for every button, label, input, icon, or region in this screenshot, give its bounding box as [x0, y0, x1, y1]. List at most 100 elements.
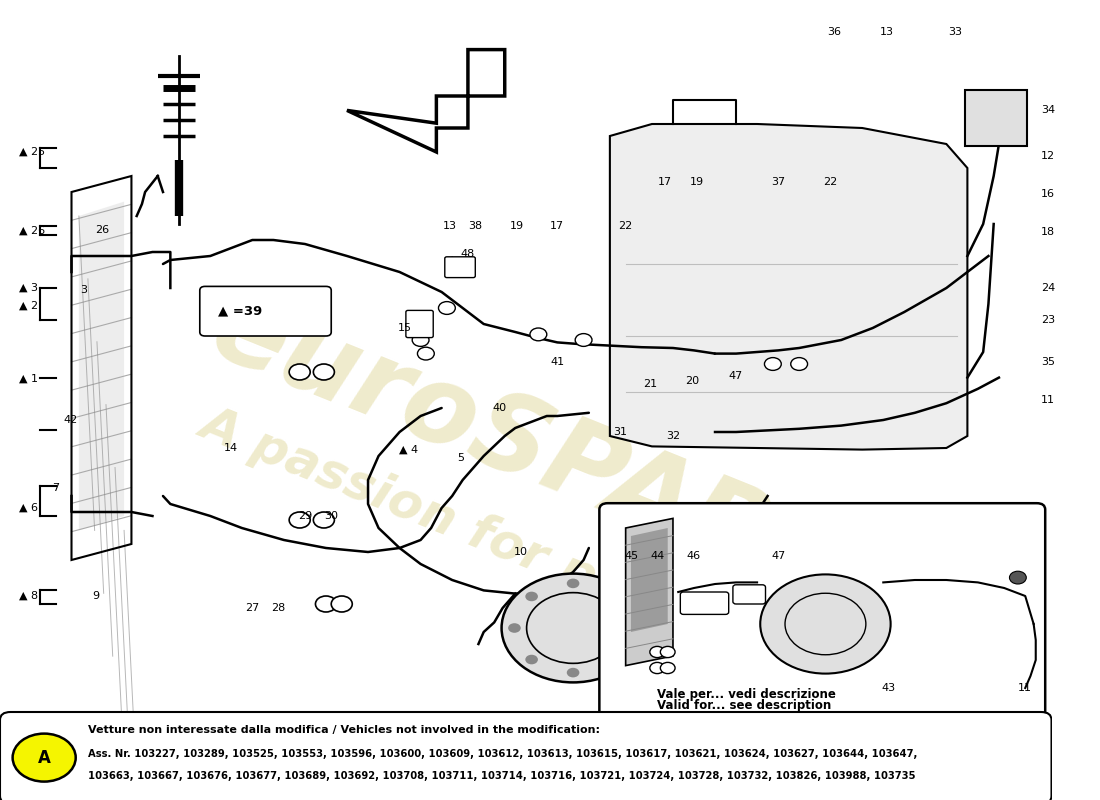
FancyBboxPatch shape	[444, 257, 475, 278]
Polygon shape	[609, 124, 967, 450]
Circle shape	[508, 623, 520, 633]
Circle shape	[439, 302, 455, 314]
FancyBboxPatch shape	[733, 585, 766, 604]
Text: Vetture non interessate dalla modifica / Vehicles not involved in the modificati: Vetture non interessate dalla modifica /…	[88, 726, 601, 735]
Text: 48: 48	[461, 250, 475, 259]
Text: ▲ =39: ▲ =39	[218, 305, 262, 318]
Text: Valid for... see description: Valid for... see description	[657, 699, 832, 712]
FancyBboxPatch shape	[680, 592, 728, 614]
Text: 35: 35	[1041, 357, 1055, 366]
Text: 9: 9	[92, 591, 100, 601]
Text: 42: 42	[63, 415, 77, 425]
Circle shape	[12, 734, 76, 782]
Text: 16: 16	[1041, 189, 1055, 198]
Text: 34: 34	[1041, 106, 1055, 115]
Polygon shape	[626, 518, 673, 666]
FancyBboxPatch shape	[200, 286, 331, 336]
Text: 43: 43	[881, 683, 895, 693]
Circle shape	[760, 574, 891, 674]
Text: 45: 45	[625, 551, 639, 561]
Text: Ass. Nr. 103227, 103289, 103525, 103553, 103596, 103600, 103609, 103612, 103613,: Ass. Nr. 103227, 103289, 103525, 103553,…	[88, 749, 917, 758]
Text: 17: 17	[550, 221, 564, 230]
Text: 29: 29	[298, 511, 312, 521]
Text: 7: 7	[53, 483, 59, 493]
Text: 19: 19	[690, 178, 704, 187]
Text: 40: 40	[493, 403, 506, 413]
Circle shape	[530, 328, 547, 341]
Circle shape	[575, 334, 592, 346]
Text: 28: 28	[272, 603, 286, 613]
Circle shape	[566, 578, 580, 588]
FancyBboxPatch shape	[966, 90, 1027, 146]
Text: A: A	[37, 749, 51, 766]
Text: 17: 17	[658, 178, 672, 187]
Polygon shape	[346, 50, 505, 152]
Circle shape	[289, 364, 310, 380]
FancyBboxPatch shape	[0, 712, 1052, 800]
Circle shape	[608, 654, 620, 664]
Text: 46: 46	[686, 551, 701, 561]
Circle shape	[626, 623, 638, 633]
Text: 12: 12	[1041, 151, 1055, 161]
Circle shape	[314, 364, 334, 380]
FancyBboxPatch shape	[600, 503, 1045, 722]
Circle shape	[650, 662, 664, 674]
Text: 11: 11	[1019, 683, 1032, 693]
Text: 11: 11	[1041, 395, 1055, 405]
Text: 19: 19	[510, 221, 525, 230]
Text: 21: 21	[642, 379, 657, 389]
Text: 24: 24	[1041, 283, 1055, 293]
Text: 41: 41	[550, 357, 564, 366]
Circle shape	[660, 646, 675, 658]
Text: 47: 47	[771, 551, 785, 561]
Text: 103663, 103667, 103676, 103677, 103689, 103692, 103708, 103711, 103714, 103716, : 103663, 103667, 103676, 103677, 103689, …	[88, 771, 916, 781]
Text: 37: 37	[771, 178, 785, 187]
Text: A passion for parts since: A passion for parts since	[192, 399, 859, 705]
Text: ▲ 3: ▲ 3	[19, 283, 37, 293]
Text: 5: 5	[458, 453, 464, 462]
Circle shape	[526, 592, 538, 602]
Text: 33: 33	[948, 27, 961, 37]
FancyBboxPatch shape	[406, 310, 433, 338]
Text: 44: 44	[650, 551, 664, 561]
Text: ▲ 6: ▲ 6	[19, 503, 37, 513]
Text: ▲ 4: ▲ 4	[399, 445, 418, 454]
Circle shape	[1010, 571, 1026, 584]
Text: 14: 14	[224, 443, 239, 453]
Circle shape	[502, 574, 645, 682]
Circle shape	[660, 662, 675, 674]
Circle shape	[412, 334, 429, 346]
Circle shape	[526, 654, 538, 664]
Polygon shape	[631, 528, 668, 632]
Text: euroSPARE: euroSPARE	[197, 274, 855, 622]
Circle shape	[316, 596, 337, 612]
Circle shape	[791, 358, 807, 370]
Text: 20: 20	[685, 376, 698, 386]
Text: 13: 13	[443, 221, 456, 230]
Circle shape	[608, 592, 620, 602]
Text: ▲ 25: ▲ 25	[19, 147, 45, 157]
Text: ▲ 8: ▲ 8	[19, 591, 38, 601]
Text: 36: 36	[827, 27, 840, 37]
Circle shape	[418, 347, 434, 360]
Text: 27: 27	[245, 603, 260, 613]
Text: ▲ 2: ▲ 2	[19, 301, 38, 310]
Text: 32: 32	[666, 431, 680, 441]
Text: 23: 23	[1041, 315, 1055, 325]
Text: 30: 30	[324, 511, 338, 521]
Text: 15: 15	[398, 323, 411, 333]
Circle shape	[289, 512, 310, 528]
Circle shape	[314, 512, 334, 528]
Circle shape	[331, 596, 352, 612]
Text: 3: 3	[80, 285, 87, 294]
Text: 47: 47	[729, 371, 744, 381]
Text: ▲ 26: ▲ 26	[19, 226, 45, 235]
Text: 18: 18	[1041, 227, 1055, 237]
Circle shape	[566, 668, 580, 678]
Text: 13: 13	[879, 27, 893, 37]
Text: Vale per... vedi descrizione: Vale per... vedi descrizione	[657, 688, 836, 701]
Circle shape	[764, 358, 781, 370]
Text: 38: 38	[469, 221, 482, 230]
Circle shape	[650, 646, 664, 658]
Text: 22: 22	[618, 221, 632, 230]
